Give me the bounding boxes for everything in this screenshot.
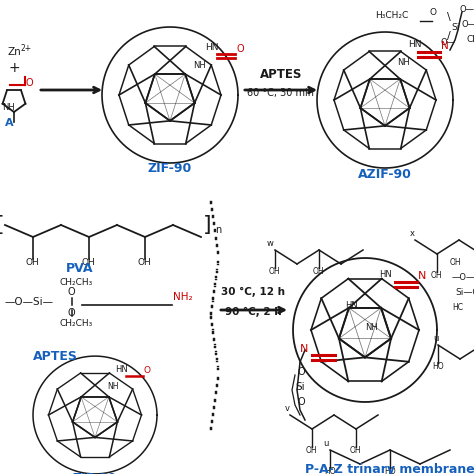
Text: CH₂CH₃: CH₂CH₃ (60, 278, 93, 287)
Text: OH: OH (350, 446, 362, 455)
Text: OH: OH (313, 267, 325, 276)
Text: NH: NH (397, 58, 410, 67)
Text: —O—CH₂: —O—CH₂ (452, 273, 474, 282)
Text: HN: HN (379, 270, 392, 279)
Text: O: O (26, 78, 34, 88)
Text: O: O (68, 287, 76, 297)
Text: CH₂CH₃: CH₂CH₃ (60, 319, 93, 328)
Text: 2+: 2+ (21, 44, 32, 53)
Text: Si—O—: Si—O— (455, 288, 474, 297)
Text: ]: ] (203, 215, 211, 235)
Text: APTES: APTES (33, 350, 77, 363)
Text: NH₂: NH₂ (173, 292, 192, 302)
Text: Zn: Zn (8, 47, 22, 57)
Text: u: u (323, 439, 328, 448)
Text: NH: NH (2, 103, 15, 112)
Text: /: / (447, 31, 451, 41)
Text: NH: NH (193, 61, 206, 70)
Text: OH: OH (269, 267, 281, 276)
Text: \: \ (447, 12, 451, 22)
Text: N: N (418, 271, 427, 281)
Text: Si: Si (295, 382, 305, 392)
Text: OH: OH (82, 258, 96, 267)
Text: 90 °C, 2 h: 90 °C, 2 h (225, 307, 281, 317)
Text: w: w (267, 239, 274, 248)
Text: HN: HN (115, 365, 128, 374)
Text: AZIF-90: AZIF-90 (358, 168, 412, 181)
Text: A: A (5, 118, 14, 128)
Text: x: x (410, 229, 415, 238)
Text: +: + (8, 61, 19, 75)
Text: 60 °C, 30 min: 60 °C, 30 min (247, 88, 315, 98)
Text: u: u (433, 334, 438, 343)
Text: O—: O— (460, 5, 474, 14)
Text: HO: HO (432, 362, 444, 371)
Text: O: O (144, 366, 151, 375)
Text: [: [ (0, 215, 4, 235)
Text: ZIF-90: ZIF-90 (73, 472, 117, 474)
Text: N: N (441, 41, 449, 51)
Text: HN: HN (205, 43, 219, 52)
Text: APTES: APTES (260, 68, 302, 81)
Text: NH: NH (107, 382, 118, 391)
Text: O—: O— (441, 38, 456, 47)
Text: NH: NH (365, 323, 378, 332)
Text: OH: OH (450, 258, 462, 267)
Text: OH: OH (431, 271, 443, 280)
Text: 30 °C, 12 h: 30 °C, 12 h (221, 287, 285, 297)
Text: Si: Si (451, 23, 459, 32)
Text: OH: OH (306, 446, 318, 455)
Text: O: O (430, 8, 437, 17)
Text: HN: HN (408, 40, 421, 49)
Text: —O—Si—: —O—Si— (5, 297, 54, 307)
Text: HO: HO (324, 467, 336, 474)
Text: O: O (298, 397, 306, 407)
Text: O—: O— (462, 20, 474, 29)
Text: HN: HN (345, 301, 358, 310)
Text: ZIF-90: ZIF-90 (148, 162, 192, 175)
Text: N: N (300, 344, 309, 354)
Text: P-A-Z trinary membrane: P-A-Z trinary membrane (305, 463, 474, 474)
Text: Cl: Cl (467, 35, 474, 44)
Text: HO: HO (384, 467, 396, 474)
Text: PVA: PVA (66, 262, 94, 275)
Text: v: v (285, 404, 290, 413)
Text: O: O (68, 308, 76, 318)
Text: H₃CH₂C: H₃CH₂C (375, 11, 408, 20)
Text: OH: OH (26, 258, 40, 267)
Text: OH: OH (138, 258, 152, 267)
Text: n: n (215, 225, 221, 235)
Text: O: O (298, 367, 306, 377)
Text: O: O (237, 44, 245, 54)
Text: HC: HC (452, 303, 463, 312)
